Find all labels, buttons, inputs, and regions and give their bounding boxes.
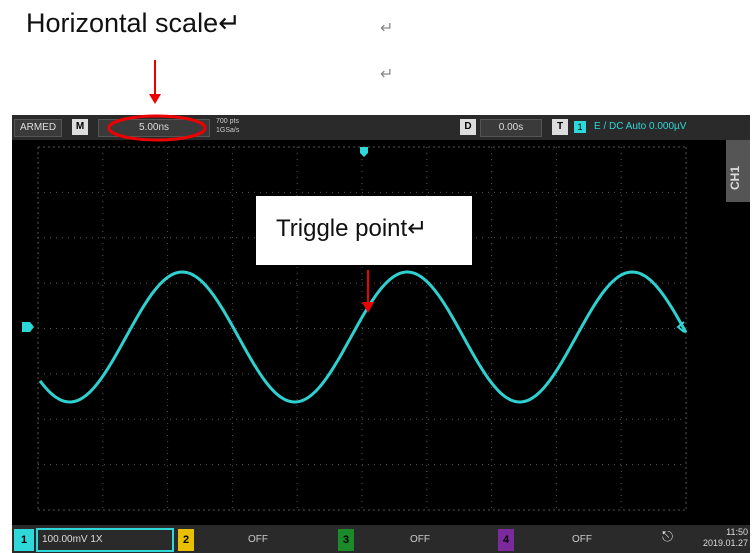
- usb-icon: ⎋: [662, 528, 674, 544]
- mode: M: [72, 119, 88, 135]
- annotation-label: Triggle point↵: [276, 215, 428, 242]
- paragraph-mark: ↵: [380, 66, 394, 83]
- clock: 11:50 2019.01.27: [680, 527, 748, 549]
- trigger-level-marker: [676, 321, 685, 333]
- trigger-info: E / DC Auto 0.000µV: [594, 121, 687, 132]
- channel-setting: OFF: [572, 534, 592, 545]
- channel-setting: OFF: [248, 534, 268, 545]
- arrow-head: [362, 302, 374, 313]
- highlight-ellipse: [107, 114, 207, 142]
- channel-number[interactable]: 3: [338, 529, 354, 551]
- channel-setting[interactable]: 100.00mV 1X: [36, 528, 174, 552]
- timebase[interactable]: 5.00ns: [98, 119, 210, 137]
- paragraph-mark: ↵: [380, 20, 394, 37]
- sample-rate: 1GSa/s: [216, 127, 240, 134]
- trigger-channel: 1: [574, 121, 586, 133]
- state: ARMED: [14, 119, 62, 137]
- trigger-label: T: [552, 119, 568, 135]
- side-tab-label[interactable]: CH1: [728, 165, 742, 190]
- delay-label: D: [460, 119, 476, 135]
- channel-marker: [22, 322, 34, 332]
- channel-number[interactable]: 1: [14, 529, 34, 551]
- channel-number[interactable]: 2: [178, 529, 194, 551]
- side-tab: [726, 140, 750, 202]
- delay: 0.00s: [480, 119, 542, 137]
- channel-setting: OFF: [410, 534, 430, 545]
- acquisition: 700 pts 1GSa/s: [216, 117, 239, 135]
- arrow-head: [149, 94, 161, 104]
- label-box: [256, 196, 472, 265]
- channel-number[interactable]: 4: [498, 529, 514, 551]
- waveform: [38, 270, 688, 404]
- points: 700 pts: [216, 118, 239, 125]
- annotation-label: Horizontal scale↵: [26, 8, 241, 38]
- date: 2019.01.27: [702, 538, 748, 548]
- trigger-position-marker: [360, 147, 368, 157]
- time: 11:50: [726, 527, 748, 537]
